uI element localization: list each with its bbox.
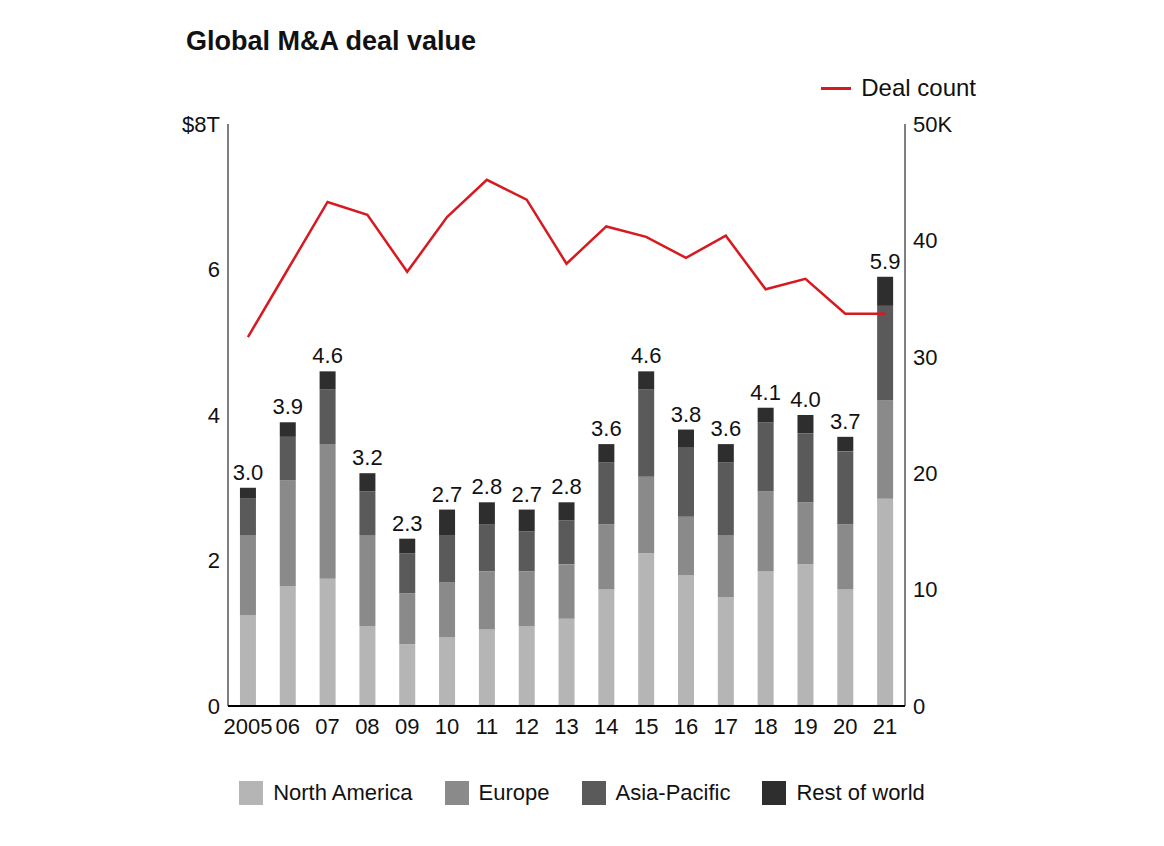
svg-text:4.0: 4.0 [790,387,821,412]
svg-text:14: 14 [594,714,618,739]
html-text:Deal count: Deal count [861,74,976,101]
svg-text:2.3: 2.3 [392,511,423,536]
svg-text:2.7: 2.7 [432,482,463,507]
svg-text:06: 06 [275,714,299,739]
svg-text:4: 4 [208,403,220,428]
svg-text:6: 6 [208,257,220,282]
svg-text:13: 13 [554,714,578,739]
svg-text:2.8: 2.8 [472,474,503,499]
svg-text:19: 19 [793,714,817,739]
svg-text:5.9: 5.9 [870,249,901,274]
svg-text:09: 09 [395,714,419,739]
svg-text:50K: 50K [913,112,952,137]
svg-text:3.6: 3.6 [711,416,742,441]
svg-text:08: 08 [355,714,379,739]
svg-text:3.7: 3.7 [830,409,861,434]
html-text:Asia-Pacific: Asia-Pacific [615,780,731,805]
svg-text:3.2: 3.2 [352,445,383,470]
svg-text:20: 20 [833,714,857,739]
svg-text:4.6: 4.6 [312,343,343,368]
svg-text:10: 10 [435,714,459,739]
html-text:North America: North America [273,780,413,805]
svg-text:17: 17 [714,714,738,739]
svg-text:0: 0 [208,694,220,719]
svg-text:16: 16 [674,714,698,739]
svg-text:3.0: 3.0 [233,460,264,485]
svg-text:18: 18 [753,714,777,739]
svg-text:3.8: 3.8 [671,402,702,427]
svg-text:12: 12 [514,714,538,739]
svg-text:10: 10 [913,577,937,602]
svg-text:$8T: $8T [182,112,220,137]
html-text:Europe: Europe [478,780,550,805]
svg-text:15: 15 [634,714,658,739]
svg-text:4.6: 4.6 [631,343,662,368]
svg-text:20: 20 [913,461,937,486]
svg-text:4.1: 4.1 [750,380,781,405]
svg-text:2: 2 [208,548,220,573]
svg-text:11: 11 [475,714,498,739]
svg-text:40: 40 [913,228,937,253]
svg-text:3.9: 3.9 [272,394,303,419]
svg-text:0: 0 [913,694,925,719]
svg-text:2.8: 2.8 [551,474,582,499]
svg-text:30: 30 [913,345,937,370]
svg-text:21: 21 [873,714,897,739]
svg-text:07: 07 [315,714,339,739]
html-text:Rest of world: Rest of world [796,780,925,805]
svg-text:2.7: 2.7 [511,482,542,507]
html-text:Global M&A deal value: Global M&A deal value [186,26,477,56]
svg-text:2005: 2005 [223,714,272,739]
svg-text:3.6: 3.6 [591,416,622,441]
